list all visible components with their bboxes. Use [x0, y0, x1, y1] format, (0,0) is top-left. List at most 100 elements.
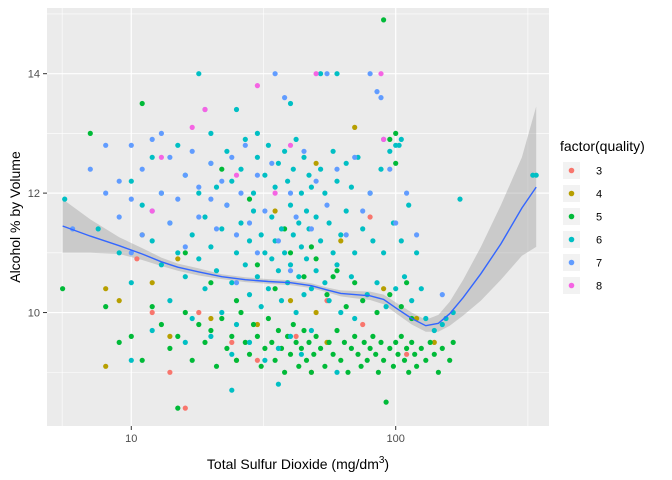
data-point-quality-7 [308, 226, 314, 232]
data-point-quality-6 [398, 136, 404, 142]
data-point-quality-6 [254, 274, 260, 280]
legend: 3 4 5 6 7 8 [563, 162, 602, 294]
data-point-quality-6 [246, 292, 253, 298]
data-point-quality-7 [103, 142, 109, 148]
data-point-quality-5 [182, 250, 188, 256]
data-point-quality-5 [360, 298, 366, 304]
data-point-quality-5 [414, 363, 420, 369]
data-point-quality-5 [378, 339, 384, 345]
data-point-quality-7 [287, 268, 294, 274]
data-point-quality-5 [370, 333, 376, 339]
data-point-quality-3 [293, 333, 299, 339]
data-point-quality-4 [116, 298, 122, 304]
data-point-quality-6 [348, 184, 354, 190]
data-point-quality-6 [308, 327, 314, 334]
data-point-quality-6 [254, 130, 260, 136]
data-point-quality-5 [450, 339, 456, 345]
data-point-quality-5 [352, 333, 358, 339]
data-point-quality-8 [254, 83, 260, 89]
data-point-quality-6 [326, 298, 332, 304]
data-point-quality-7 [128, 196, 134, 202]
data-point-quality-7 [254, 250, 260, 256]
data-point-quality-5 [254, 262, 260, 268]
data-point-quality-5 [431, 351, 437, 357]
data-point-quality-6 [262, 357, 268, 363]
data-point-quality-7 [360, 208, 366, 214]
legend-key-dot [568, 190, 575, 197]
data-point-quality-5 [398, 304, 404, 310]
data-point-quality-6 [254, 154, 260, 160]
data-point-quality-6 [303, 208, 310, 214]
data-point-quality-4 [381, 286, 387, 292]
data-point-quality-7 [116, 214, 122, 220]
data-point-quality-6 [423, 315, 429, 322]
data-point-quality-8 [202, 106, 208, 113]
y-axis-title: Alcohol % by Volume [7, 151, 23, 283]
data-point-quality-7 [128, 142, 134, 148]
data-point-quality-5 [313, 256, 319, 262]
y-tick-label: 14 [28, 69, 40, 81]
x-axis-ticks: 10 100 [125, 426, 405, 445]
data-point-quality-6 [275, 381, 281, 387]
data-point-quality-6 [229, 351, 235, 357]
data-point-quality-3 [182, 405, 188, 411]
data-point-quality-6 [414, 250, 420, 256]
data-point-quality-6 [128, 357, 134, 363]
smooth-line [62, 186, 537, 327]
data-point-quality-7 [116, 178, 122, 184]
data-point-quality-5 [418, 345, 424, 351]
data-point-quality-6 [275, 268, 281, 274]
data-point-quality-6 [275, 160, 281, 166]
data-point-quality-5 [213, 363, 220, 369]
data-point-quality-5 [182, 309, 188, 316]
data-point-quality-5 [282, 369, 288, 375]
data-point-quality-6 [208, 130, 214, 136]
data-point-quality-6 [278, 226, 285, 232]
data-point-quality-5 [250, 321, 257, 328]
data-point-quality-5 [373, 351, 379, 357]
y-axis-ticks: 10 12 14 [28, 69, 47, 320]
data-point-quality-5 [381, 17, 387, 23]
data-point-quality-5 [387, 136, 393, 142]
data-point-quality-6 [233, 106, 240, 113]
data-point-quality-5 [296, 363, 302, 369]
data-point-quality-5 [202, 339, 208, 345]
data-point-quality-6 [62, 196, 68, 202]
data-point-quality-6 [196, 190, 202, 196]
data-point-quality-5 [189, 357, 195, 363]
data-point-quality-6 [298, 190, 304, 196]
data-point-quality-6 [265, 286, 271, 292]
data-point-quality-6 [175, 142, 181, 148]
data-point-quality-6 [269, 214, 275, 220]
data-point-quality-6 [189, 232, 195, 238]
data-point-quality-6 [208, 244, 214, 250]
data-point-quality-6 [298, 351, 304, 357]
data-point-quality-5 [265, 315, 271, 322]
data-point-quality-5 [322, 363, 328, 369]
data-point-quality-5 [128, 333, 134, 339]
data-point-quality-6 [287, 100, 294, 107]
data-point-quality-5 [367, 345, 373, 351]
data-point-quality-5 [233, 298, 240, 304]
data-point-quality-7 [208, 196, 214, 202]
data-point-quality-5 [219, 166, 225, 172]
data-point-quality-5 [355, 351, 361, 357]
data-point-quality-4 [338, 238, 344, 244]
data-point-quality-6 [95, 226, 101, 232]
data-point-quality-7 [158, 190, 164, 196]
data-point-quality-5 [409, 339, 415, 345]
data-point-quality-7 [269, 160, 275, 166]
data-point-quality-6 [224, 148, 230, 154]
data-point-quality-7 [182, 244, 188, 250]
legend-label: 5 [596, 212, 602, 224]
data-point-quality-6 [202, 286, 208, 292]
data-point-quality-3 [404, 351, 410, 357]
data-point-quality-6 [374, 280, 380, 286]
data-point-quality-7 [128, 250, 134, 256]
data-point-quality-7 [189, 148, 195, 154]
data-point-quality-5 [393, 339, 399, 345]
minor-gridlines [47, 8, 549, 426]
data-point-quality-5 [393, 130, 399, 136]
data-point-quality-6 [282, 148, 288, 154]
data-point-quality-6 [290, 232, 296, 238]
